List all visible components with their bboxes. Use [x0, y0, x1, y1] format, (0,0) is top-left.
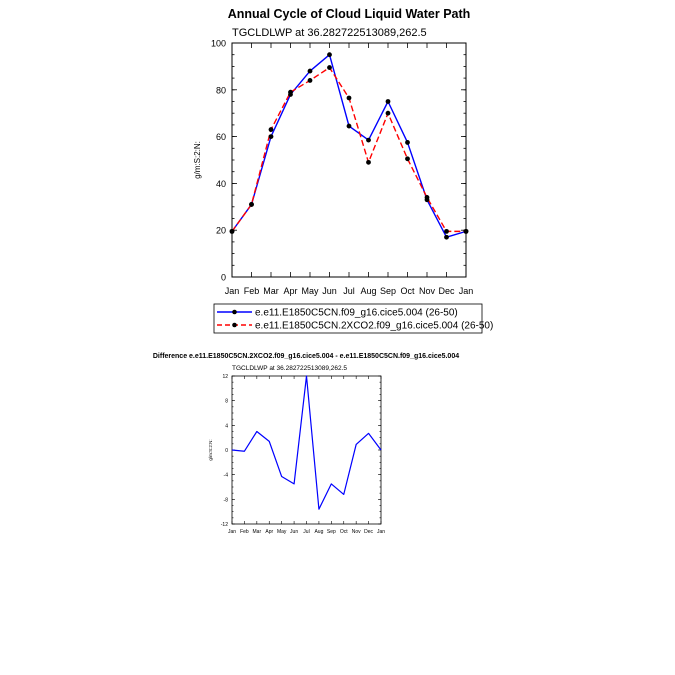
chart-title: Annual Cycle of Cloud Liquid Water Path — [228, 7, 471, 21]
difference-x-tick-label: Sep — [327, 529, 336, 535]
x-tick-label: May — [301, 286, 319, 296]
data-point — [307, 68, 313, 74]
data-point — [327, 65, 332, 70]
difference-y-tick-label: 4 — [225, 423, 228, 429]
difference-x-tick-label: Aug — [314, 529, 323, 535]
data-point — [366, 137, 371, 143]
legend-entry-2xco2: e.e11.E1850C5CN.2XCO2.f09_g16.cice5.004 … — [255, 321, 493, 332]
difference-x-tick-label: Oct — [340, 529, 348, 535]
x-tick-label: Sep — [380, 286, 396, 296]
data-point — [249, 202, 254, 207]
x-tick-label: Feb — [244, 286, 260, 296]
y-tick-labels: 0 20 40 60 80 100 — [211, 39, 226, 283]
data-point — [327, 52, 332, 58]
annual-cycle-chart: Annual Cycle of Cloud Liquid Water Path … — [193, 7, 493, 334]
difference-x-tick-label: Feb — [240, 529, 249, 535]
difference-x-tick-label: Dec — [364, 529, 373, 535]
y-tick-label: 0 — [221, 273, 226, 283]
data-point — [424, 195, 430, 200]
x-tick-label: Aug — [360, 286, 376, 296]
data-point — [405, 140, 410, 145]
difference-y-tick-label: -8 — [224, 497, 229, 503]
difference-chart-title: Difference e.e11.E1850C5CN.2XCO2.f09_g16… — [153, 353, 459, 360]
difference-x-tick-label: Jan — [377, 529, 385, 535]
x-tick-labels: Jan Feb Mar Apr May Jun Jul Aug Sep Oct Nov Dec Jan — [225, 286, 474, 296]
x-tick-label: Jul — [343, 286, 355, 296]
difference-chart-subtitle: TGCLDLWP at 36.282722513089,262.5 — [232, 365, 347, 372]
data-point — [288, 89, 293, 95]
data-point — [385, 99, 391, 104]
difference-y-tick-label: 8 — [225, 399, 228, 405]
x-tick-label: Jun — [322, 286, 337, 296]
difference-y-tick-label: -4 — [224, 473, 229, 479]
difference-x-tick-label: May — [277, 529, 287, 535]
legend-entry-control: e.e11.E1850C5CN.f09_g16.cice5.004 (26-50… — [255, 308, 458, 319]
difference-x-tick-label: Jun — [290, 529, 298, 535]
legend-marker-2xco2 — [232, 322, 237, 328]
data-point — [444, 228, 449, 234]
difference-y-tick-label: 12 — [222, 374, 228, 380]
difference-x-tick-label: Mar — [253, 529, 262, 535]
data-point — [268, 127, 274, 132]
data-point — [463, 228, 469, 234]
difference-chart: Difference e.e11.E1850C5CN.2XCO2.f09_g16… — [153, 353, 459, 535]
plot-frame — [231, 42, 467, 278]
x-tick-label: Dec — [438, 286, 455, 296]
difference-x-tick-label: Apr — [265, 529, 273, 535]
difference-y-tick-labels: -12 -8 -4 0 4 8 12 — [221, 374, 228, 528]
x-tick-label: Jan — [459, 286, 474, 296]
axis-ticks — [231, 42, 467, 278]
difference-series-line-0 — [231, 375, 382, 510]
difference-y-axis-label: g/m:S:2:N: — [208, 439, 213, 460]
legend-marker-control — [232, 309, 237, 315]
data-point — [444, 234, 449, 240]
y-tick-label: 40 — [216, 179, 226, 189]
y-tick-label: 60 — [216, 132, 226, 142]
x-tick-label: Jan — [225, 286, 240, 296]
legend-box — [213, 303, 483, 334]
x-tick-label: Oct — [400, 286, 415, 296]
x-tick-label: Apr — [283, 286, 297, 296]
data-point — [229, 228, 235, 234]
y-axis-label: g/m:S:2:N: — [193, 141, 202, 179]
data-point — [268, 134, 274, 140]
difference-x-tick-label: Jul — [303, 529, 309, 535]
y-tick-label: 100 — [211, 39, 226, 49]
difference-plot-frame — [231, 375, 382, 525]
difference-series-group — [231, 375, 382, 510]
data-point — [346, 95, 352, 101]
series-group — [229, 52, 469, 240]
data-point — [385, 110, 391, 116]
chart-subtitle: TGCLDLWP at 36.282722513089,262.5 — [232, 27, 427, 39]
legend: e.e11.E1850C5CN.f09_g16.cice5.004 (26-50… — [213, 303, 493, 334]
difference-y-tick-label: -12 — [221, 522, 228, 528]
difference-x-tick-label: Jan — [228, 529, 236, 535]
difference-axis-ticks — [231, 375, 382, 525]
difference-x-tick-labels: Jan Feb Mar Apr May Jun Jul Aug Sep Oct Nov Dec Jan — [228, 529, 385, 535]
difference-x-tick-label: Nov — [352, 529, 361, 535]
x-tick-label: Nov — [419, 286, 436, 296]
data-point — [307, 78, 313, 83]
data-point — [346, 123, 352, 129]
data-point — [366, 159, 371, 165]
y-tick-label: 80 — [216, 85, 226, 95]
y-tick-label: 20 — [216, 226, 226, 236]
difference-y-tick-label: 0 — [225, 448, 228, 454]
x-tick-label: Mar — [263, 286, 279, 296]
data-point — [405, 156, 410, 162]
